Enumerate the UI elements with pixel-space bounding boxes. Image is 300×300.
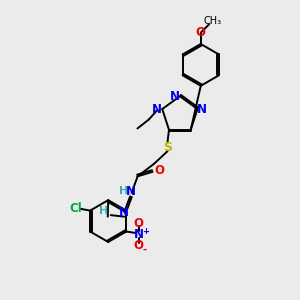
Text: N: N — [197, 103, 207, 116]
Text: O: O — [134, 217, 144, 230]
Text: N: N — [170, 90, 180, 103]
Text: CH₃: CH₃ — [203, 16, 221, 26]
Text: N: N — [134, 228, 144, 241]
Text: +: + — [142, 227, 149, 236]
Text: N: N — [119, 206, 129, 219]
Text: S: S — [163, 141, 172, 154]
Text: O: O — [134, 239, 144, 252]
Text: H: H — [119, 186, 128, 196]
Text: N: N — [126, 185, 136, 198]
Text: N: N — [152, 103, 162, 116]
Text: O: O — [154, 164, 164, 177]
Text: H: H — [99, 206, 108, 216]
Text: O: O — [196, 26, 206, 38]
Text: Cl: Cl — [69, 202, 82, 215]
Text: -: - — [143, 244, 147, 254]
